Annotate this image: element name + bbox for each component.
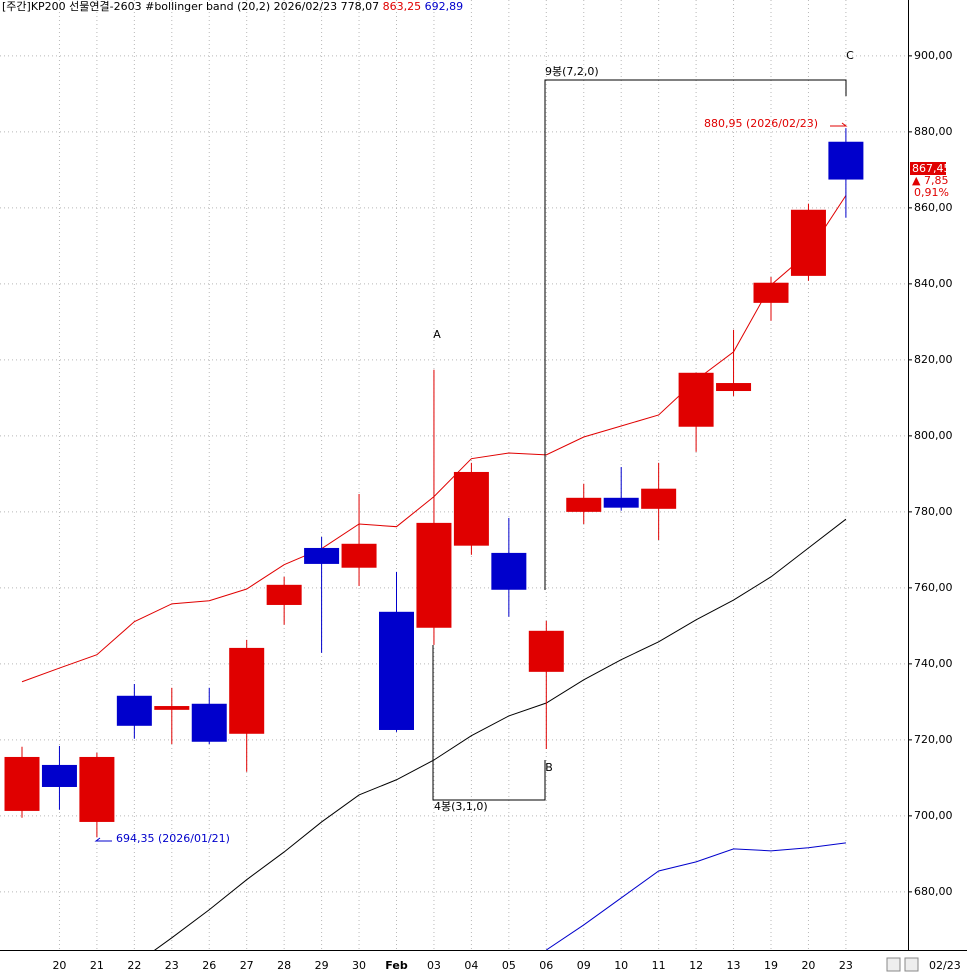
candle-body (528, 630, 564, 672)
candle-body (603, 497, 639, 508)
x-tick-label: 20 (801, 959, 815, 972)
low-label: 694,35 (2026/01/21) (116, 832, 230, 845)
x-tick-label: 30 (352, 959, 366, 972)
x-tick-label: 10 (614, 959, 628, 972)
marker-a: A (433, 328, 441, 341)
x-tick-label: 22 (127, 959, 141, 972)
candle-body (790, 209, 826, 276)
candle-body (641, 488, 677, 509)
candle-body (4, 756, 40, 811)
price-pct: 0,91% (914, 186, 949, 199)
candle-body (416, 522, 452, 628)
x-tick-label: 26 (202, 959, 216, 972)
band-line (546, 842, 846, 950)
count-bracket-up (544, 79, 847, 590)
x-tick-label: 19 (764, 959, 778, 972)
x-tick-label: 09 (577, 959, 591, 972)
marker-c: C (846, 49, 854, 62)
candle-body (304, 547, 340, 564)
candle-body (79, 756, 115, 822)
x-tick-label: 04 (464, 959, 478, 972)
header-mid: 778,07 (341, 0, 380, 13)
candle-body (716, 383, 752, 392)
y-tick-label: 760,00 (914, 581, 953, 594)
price-tag: 867,45 (912, 162, 951, 175)
candle-body (828, 141, 864, 180)
last-date: 02/23 (929, 959, 961, 972)
header: [주간]KP200 선물연결-2603 #bollinger band (20,… (2, 0, 463, 13)
x-tick-label: 06 (539, 959, 553, 972)
y-tick-label: 900,00 (914, 49, 953, 62)
candle-body (191, 703, 227, 742)
candle-body (154, 706, 190, 710)
x-tick-label: 12 (689, 959, 703, 972)
y-tick-label: 800,00 (914, 429, 953, 442)
high-label: 880,95 (2026/02/23) (704, 117, 818, 130)
marker-b: B (545, 761, 553, 774)
candle-body (379, 611, 414, 730)
x-tick-label: 20 (52, 959, 66, 972)
count-up: 9봉(7,2,0) (545, 65, 599, 78)
candle-body (116, 695, 152, 726)
y-tick-label: 740,00 (914, 657, 953, 670)
x-tick-label: 23 (165, 959, 179, 972)
y-tick-label: 780,00 (914, 505, 953, 518)
x-tick-label: Feb (385, 959, 408, 972)
price-tag-box (910, 162, 946, 175)
high-arrow (830, 122, 848, 127)
candle-body (753, 282, 789, 303)
y-tick-label: 880,00 (914, 125, 953, 138)
x-tick-label: 21 (90, 959, 104, 972)
x-tick-label: 13 (727, 959, 741, 972)
candle-body (229, 647, 265, 734)
x-tick-label: 27 (240, 959, 254, 972)
y-tick-label: 840,00 (914, 277, 953, 290)
candle-body (491, 552, 527, 590)
header-label: [주간]KP200 선물연결-2603 #bollinger band (20,… (2, 0, 337, 13)
x-tick-label: 29 (315, 959, 329, 972)
count-bracket-down (432, 645, 546, 801)
band-line (154, 518, 847, 950)
header-lower: 692,89 (425, 0, 464, 13)
candle-body (566, 497, 602, 512)
labels: 680,00 700,00 720,00 740,00 760,00 780,00 800,… (52, 49, 952, 972)
x-tick-label: 23 (839, 959, 853, 972)
zoom-button[interactable] (904, 957, 919, 972)
candle-body (678, 372, 714, 427)
y-tick-label: 860,00 (914, 201, 953, 214)
y-tick-label: 820,00 (914, 353, 953, 366)
x-tick-label: 11 (652, 959, 666, 972)
x-tick-label: 03 (427, 959, 441, 972)
candle-body (41, 764, 77, 787)
candle-body (341, 543, 377, 568)
y-tick-label: 700,00 (914, 809, 953, 822)
x-tick-label: 28 (277, 959, 291, 972)
price-change: ▲ 7,85 (912, 174, 948, 187)
count-down: 4봉(3,1,0) (434, 800, 488, 813)
edit-button[interactable] (886, 957, 901, 972)
x-tick-label: 05 (502, 959, 516, 972)
y-tick-label: 680,00 (914, 885, 953, 898)
y-tick-label: 720,00 (914, 733, 953, 746)
candle-body (453, 471, 489, 546)
low-arrow (94, 837, 112, 842)
header-upper: 863,25 (383, 0, 422, 13)
candle-body (266, 584, 302, 605)
candles (4, 128, 864, 838)
